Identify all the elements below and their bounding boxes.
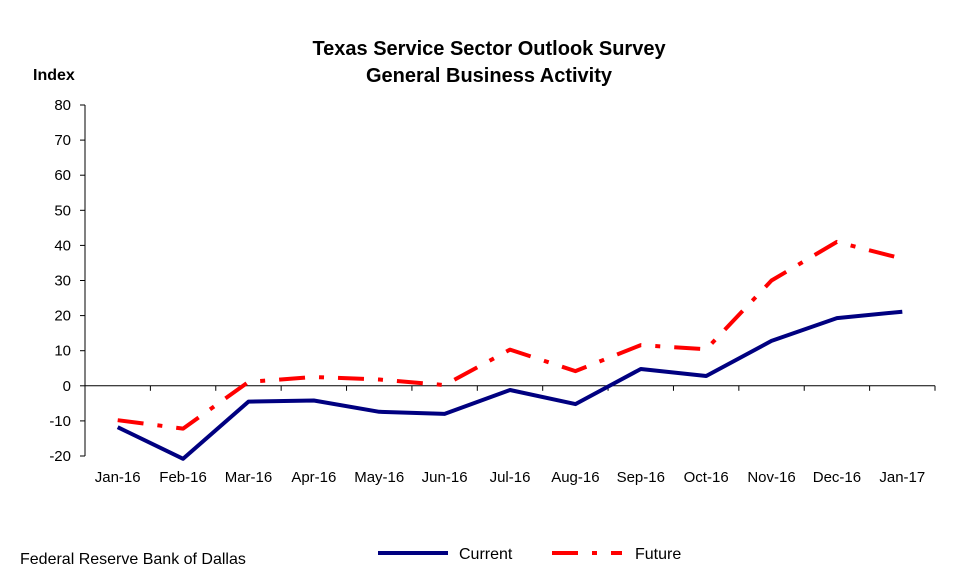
x-tick-label: Mar-16: [225, 469, 273, 486]
y-tick-label: 80: [54, 97, 71, 114]
x-tick-label: Jan-16: [95, 469, 141, 486]
series-lines: [116, 239, 903, 461]
x-tick-label: May-16: [354, 469, 404, 486]
x-tick-label: Feb-16: [159, 469, 207, 486]
x-tick-label: Jun-16: [422, 469, 468, 486]
y-tick-label: 20: [54, 308, 71, 325]
axes: [80, 104, 936, 457]
x-tick-label: Nov-16: [747, 469, 795, 486]
y-tick-label: 70: [54, 132, 71, 149]
legend: Current Future: [378, 546, 681, 563]
y-tick-label: 50: [54, 202, 71, 219]
x-tick-label: Sep-16: [617, 469, 665, 486]
x-tick-label: Jul-16: [490, 469, 531, 486]
x-tick-label: Aug-16: [551, 469, 599, 486]
chart-title-line-1: Texas Service Sector Outlook Survey: [312, 38, 666, 60]
x-tick-label: Oct-16: [684, 469, 729, 486]
source-note: Federal Reserve Bank of Dallas: [20, 551, 246, 568]
x-tick-label: Jan-17: [879, 469, 925, 486]
series-line-future: [117, 239, 903, 431]
legend-label-future: Future: [635, 546, 681, 563]
x-tick-label: Dec-16: [813, 469, 861, 486]
y-tick-label: 30: [54, 273, 71, 290]
chart-title-line-2: General Business Activity: [366, 65, 613, 87]
y-tick-labels: -20 -10 0 10 20 30 40 50 60 70 80: [49, 97, 71, 465]
x-tick-label: Apr-16: [291, 469, 336, 486]
x-tick-labels: Jan-16 Feb-16 Mar-16 Apr-16 May-16 Jun-16 Jul-…: [95, 469, 925, 486]
y-tick-label: 0: [63, 378, 71, 395]
y-tick-label: -20: [49, 448, 71, 465]
y-tick-label: 60: [54, 167, 71, 184]
legend-label-current: Current: [459, 546, 513, 563]
y-tick-label: 40: [54, 237, 71, 254]
series-line-current: [116, 309, 903, 461]
y-tick-label: -10: [49, 413, 71, 430]
y-tick-label: 10: [54, 343, 71, 360]
y-axis-label: Index: [33, 67, 75, 84]
